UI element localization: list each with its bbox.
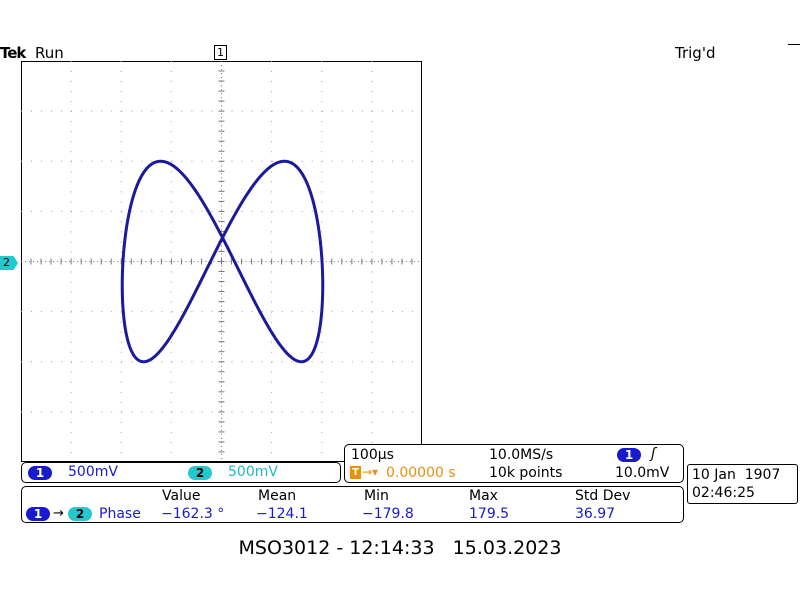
trigger-position-marker[interactable]: 1: [214, 45, 227, 60]
record-length: 10k points: [489, 465, 563, 481]
time-per-div: 100µs: [351, 447, 394, 463]
meas-std-dev: 36.97: [575, 506, 616, 522]
channel-scale-bar: 1 500mV 2 500mV: [21, 462, 341, 483]
date: 10 Jan 1907: [692, 467, 781, 483]
ch1-scale: 500mV: [68, 464, 118, 480]
header-value: Value: [162, 488, 201, 504]
trigger-marker-label: 1: [217, 46, 224, 59]
edge-dash: [788, 44, 800, 45]
ch2-scale: 500mV: [228, 464, 278, 480]
ch2-marker-label: 2: [3, 256, 10, 269]
meas-min: −179.8: [362, 506, 414, 522]
datetime-panel: 10 Jan 1907 02:46:25: [687, 464, 798, 504]
xy-trace: [120, 159, 325, 364]
arrow-right-icon: →: [53, 506, 64, 521]
ch1-badge[interactable]: 1: [28, 466, 52, 480]
trigger-level: 10.0mV: [615, 465, 670, 481]
meas-type: Phase: [99, 506, 141, 522]
timebase-panel: 100µs 10.0MS/s 1 ʃ T →▾ 0.00000 s 10k po…: [344, 444, 684, 483]
meas-source2-badge[interactable]: 2: [68, 507, 92, 521]
header-mean: Mean: [258, 488, 297, 504]
ch2-ground-marker[interactable]: 2: [0, 256, 18, 270]
meas-source1-badge[interactable]: 1: [26, 507, 50, 521]
measurement-panel: Value Mean Min Max Std Dev 1 → 2 Phase −…: [21, 486, 684, 523]
caption: MSO3012 - 12:14:33 15.03.2023: [238, 537, 562, 559]
brand-logo: Tek: [0, 44, 26, 62]
trigger-position-icon: T: [350, 466, 361, 479]
trigger-position: 0.00000 s: [386, 465, 456, 481]
graticule-svg: [21, 61, 422, 462]
sample-rate: 10.0MS/s: [489, 447, 554, 463]
header-max: Max: [469, 488, 498, 504]
ch2-badge[interactable]: 2: [188, 466, 212, 480]
meas-max: 179.5: [469, 506, 510, 522]
graticule: [21, 61, 422, 462]
header-std-dev: Std Dev: [575, 488, 631, 504]
run-status: Run: [35, 44, 64, 62]
trigger-state: Trig'd: [675, 44, 716, 62]
arrow-down-icon: →▾: [362, 465, 379, 479]
meas-mean: −124.1: [256, 506, 308, 522]
header-min: Min: [364, 488, 389, 504]
meas-value: −162.3 °: [161, 506, 225, 522]
trigger-source-badge[interactable]: 1: [617, 448, 641, 462]
trigger-slope-icon: ʃ: [651, 446, 656, 462]
time: 02:46:25: [692, 485, 755, 501]
